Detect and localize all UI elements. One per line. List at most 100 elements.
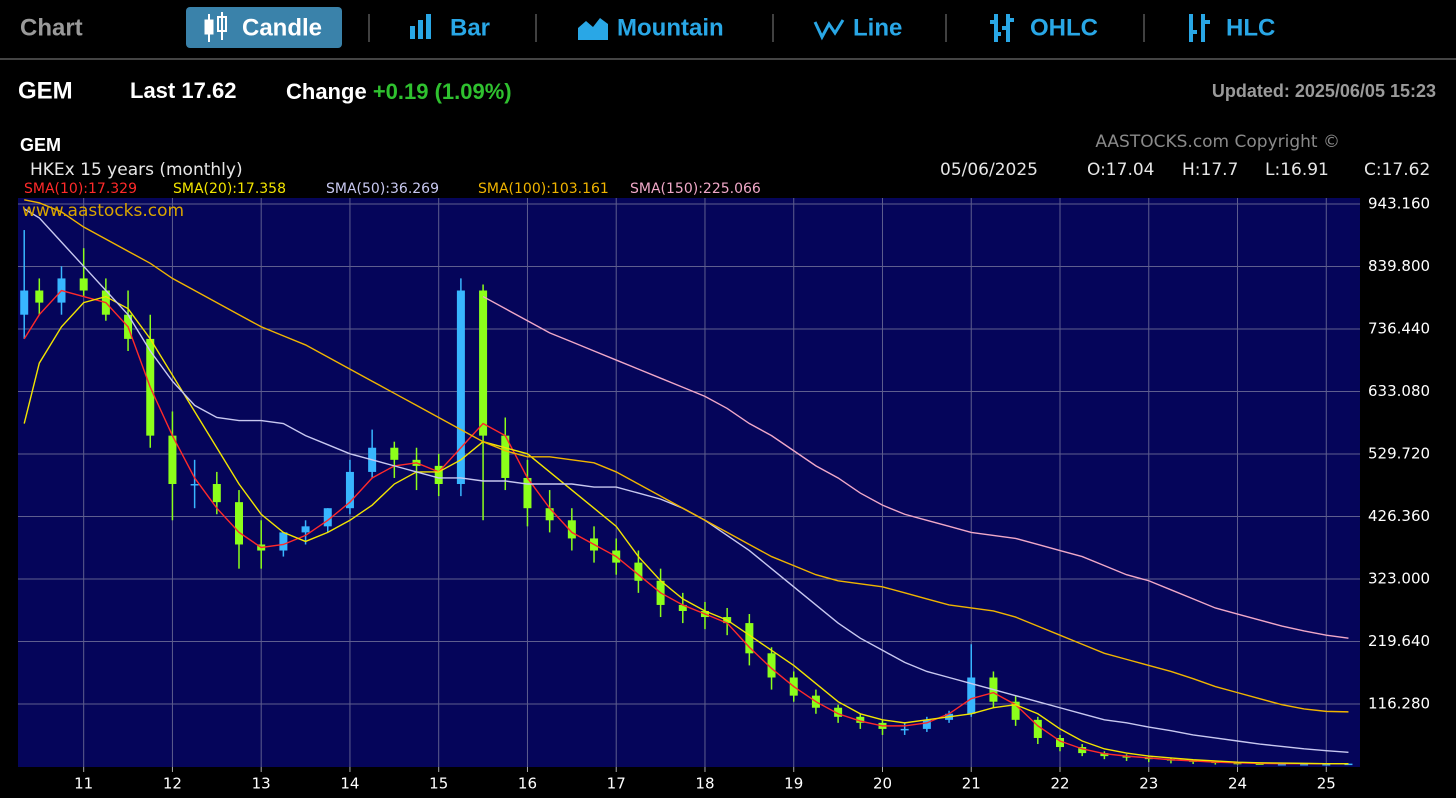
sma-line [24,199,1349,713]
candle-body [279,532,288,551]
ohlc-high: H:17.7 [1182,160,1238,180]
y-tick-label: 736.440 [1368,319,1430,337]
tab[interactable]: Mountain [617,14,724,41]
candle-body [567,520,576,539]
tab[interactable]: HLC [1226,14,1275,41]
x-tick-label: 11 [74,775,93,793]
sma-line [482,295,1349,639]
x-tick-label: 24 [1228,775,1247,793]
x-tick-label: 17 [607,775,626,793]
candle-body [1078,747,1087,754]
symbol: GEM [18,77,73,104]
candle-body [323,508,332,527]
tab[interactable]: Line [853,14,902,41]
icon-part [578,18,608,40]
axes: 116.280 219.640 323.000 426.360 529.720 633.0… [74,194,1430,792]
chart-subtitle: HKEx 15 years (monthly) [30,160,243,180]
x-tick-label: 18 [695,775,714,793]
candle-body [212,484,221,503]
candle-body [922,719,931,729]
candle-body [20,290,29,315]
y-tick-label: 839.800 [1368,257,1430,275]
tabs: Candle Bar Mountain Line OHLC HLC [186,7,1275,48]
icon-part [990,14,1014,42]
tab[interactable]: OHLC [1030,14,1098,41]
candle-body [168,435,177,485]
last-label: Last [130,78,176,103]
legend-entry: SMA(100):103.161 [478,181,609,197]
candle-body [1056,737,1065,748]
legend-entry: SMA(50):36.269 [326,181,439,197]
chart-title: GEM [20,135,61,155]
change-value: +0.19 (1.09%) [373,79,512,104]
candle-body [1011,701,1020,720]
candle-body [434,465,443,485]
y-tick-label: 219.640 [1368,632,1430,650]
candle-body [345,471,354,509]
candle-body [235,502,244,545]
candle-body [834,707,843,717]
candle-body [301,526,310,533]
plot-area [18,198,1360,767]
change: Change +0.19 (1.09%) [286,79,512,104]
candle-body [190,484,199,486]
x-tick-label: 12 [163,775,182,793]
x-tick-label: 21 [962,775,981,793]
icon-part [204,19,214,35]
candle-body [1122,756,1131,758]
candle-body [767,653,776,678]
x-tick-label: 25 [1317,775,1336,793]
candle-body [390,447,399,460]
date: 05/06/2025 [940,160,1038,180]
candle-body [1300,763,1309,766]
legend-entry: SMA(150):225.066 [630,181,761,197]
candle-body [1255,763,1264,765]
candle-body [501,435,510,478]
tab-icon [1189,14,1210,42]
candle-body [856,716,865,723]
x-tick-label: 15 [429,775,448,793]
candle-body [1100,753,1109,757]
legend-entry: SMA(10):17.329 [24,181,137,197]
candle-body [35,290,44,303]
candle-body [1322,763,1331,766]
sma-line [23,289,1349,765]
tab-icon [990,14,1014,42]
y-tick-label: 529.720 [1368,444,1430,462]
candle-body [1033,719,1042,738]
candle-body [545,508,554,521]
tab[interactable]: Candle [242,14,322,41]
ohlc-close: C:17.62 [1364,160,1430,180]
last-value: 17.62 [181,78,236,103]
y-tick-label: 426.360 [1368,507,1430,525]
icon-part [813,19,845,41]
legend: SMA(10):17.329 SMA(20):17.358 SMA(50):36.2… [24,181,761,197]
x-tick-label: 16 [518,775,537,793]
x-tick-label: 23 [1139,775,1158,793]
candle-body [1233,762,1242,765]
copyright: AASTOCKS.com Copyright © [1095,132,1340,152]
candle-body [1277,763,1286,766]
icon-part [217,16,227,32]
candle-body [678,604,687,611]
tab-icon [410,14,431,39]
tab-icon [578,18,608,40]
candle-body [456,290,465,485]
icon-part [426,14,431,39]
last: Last 17.62 [130,78,236,103]
candle-body [523,477,532,509]
candle-body [634,562,643,581]
updated: Updated: 2025/06/05 15:23 [1212,81,1436,101]
tab-icon [204,12,227,42]
watermark: www.aastocks.com [22,201,184,221]
x-tick-label: 20 [873,775,892,793]
grid [18,198,1360,767]
candle-body [479,290,488,436]
toolbar-title: Chart [20,14,83,41]
sma-line [23,295,1349,765]
tab[interactable]: Bar [450,14,490,41]
marks [20,199,1353,766]
ohlc-open: O:17.04 [1087,160,1154,180]
y-tick-label: 943.160 [1368,194,1430,212]
